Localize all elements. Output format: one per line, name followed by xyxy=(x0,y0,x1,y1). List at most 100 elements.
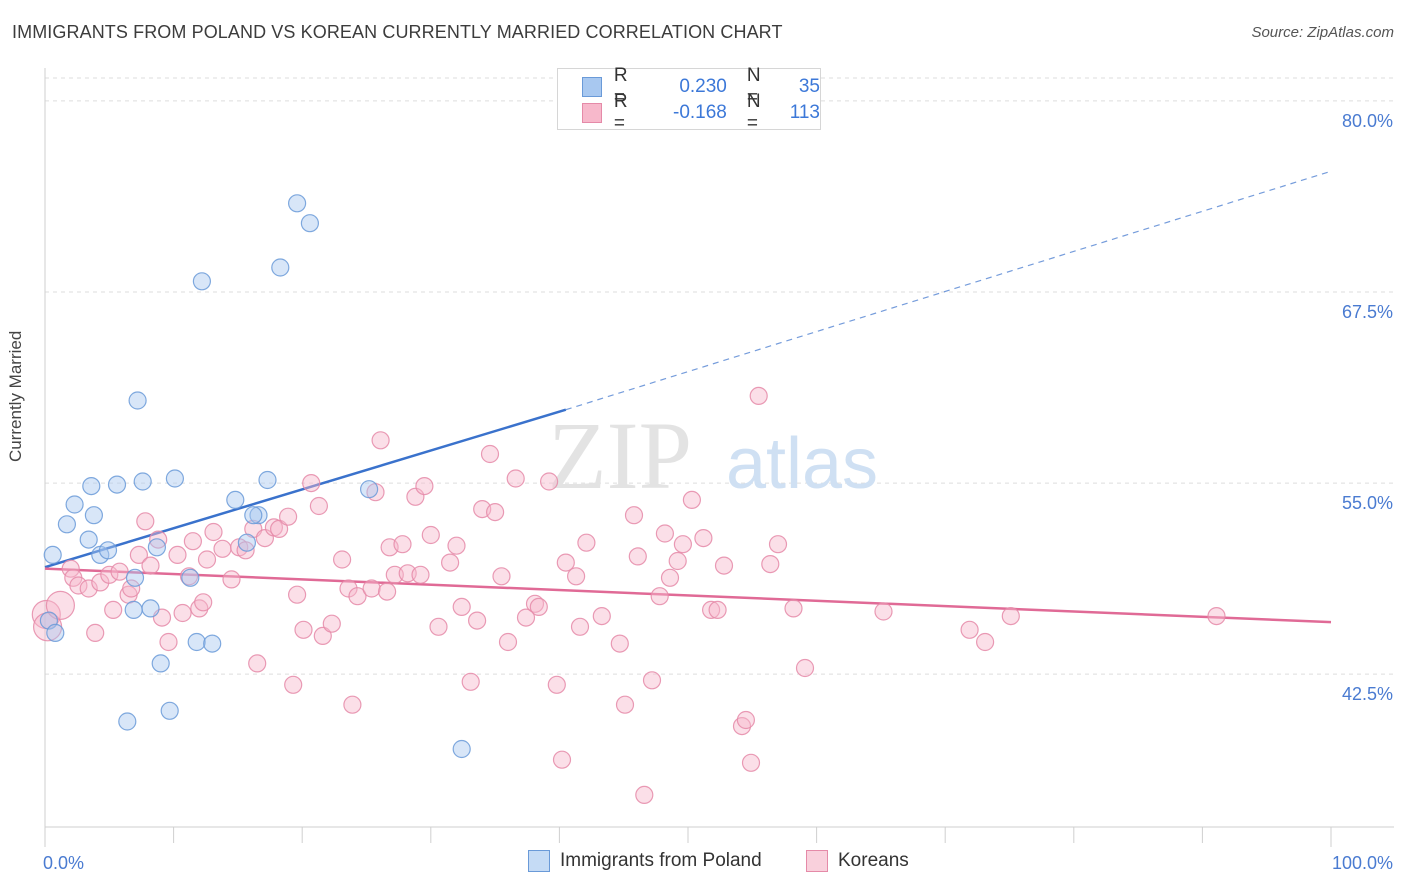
point-koreans xyxy=(682,490,702,509)
point-poland xyxy=(181,568,200,587)
point-poland xyxy=(452,739,471,759)
point-poland xyxy=(79,530,98,549)
point-poland xyxy=(300,214,319,233)
point-koreans xyxy=(660,568,680,587)
trend-line-koreans xyxy=(44,567,1332,624)
point-koreans xyxy=(468,611,487,630)
point-poland xyxy=(57,515,77,534)
point-poland xyxy=(118,712,137,731)
point-koreans xyxy=(547,675,566,694)
point-koreans xyxy=(761,554,780,574)
x-tick-label-min: 0.0% xyxy=(43,853,85,873)
legend-label-koreans: Koreans xyxy=(838,850,909,871)
point-poland xyxy=(128,391,147,410)
point-koreans xyxy=(480,444,500,464)
legend-r-value: -0.168 xyxy=(673,102,727,123)
point-koreans xyxy=(441,553,460,572)
legend-item-koreans[interactable]: Koreans xyxy=(806,850,909,872)
legend-swatch-koreans xyxy=(582,103,602,123)
point-poland xyxy=(46,623,65,643)
point-koreans xyxy=(492,567,511,586)
point-koreans xyxy=(270,519,289,539)
point-poland xyxy=(192,272,211,291)
point-poland xyxy=(226,490,245,509)
point-poland xyxy=(84,506,104,525)
point-koreans xyxy=(411,565,430,584)
point-koreans xyxy=(552,750,572,769)
point-koreans xyxy=(173,603,192,623)
point-koreans xyxy=(1001,606,1020,626)
legend-row-poland: R = 0.230 N = 35 xyxy=(582,65,820,108)
point-koreans xyxy=(302,474,321,493)
point-koreans xyxy=(69,576,88,595)
legend-n-label: N = xyxy=(746,91,761,134)
watermark-atlas: atlas xyxy=(726,424,878,504)
point-koreans xyxy=(635,785,654,805)
point-koreans xyxy=(222,570,241,589)
legend-r-label: R = xyxy=(613,65,628,108)
legend-n-value: 35 xyxy=(798,76,820,97)
y-tick-label: 55.0% xyxy=(1342,493,1393,513)
point-poland xyxy=(258,470,277,490)
point-koreans xyxy=(655,524,675,543)
point-koreans xyxy=(309,496,328,516)
point-koreans xyxy=(100,565,119,584)
point-poland xyxy=(165,469,184,488)
point-koreans xyxy=(236,541,255,560)
axes xyxy=(44,68,1394,847)
point-koreans xyxy=(960,620,979,639)
point-koreans xyxy=(570,617,590,636)
point-poland xyxy=(244,506,263,525)
point-poland xyxy=(151,654,170,673)
point-koreans xyxy=(362,579,381,598)
legend-r-value: 0.230 xyxy=(679,76,727,97)
x-tick-label-max: 100.0% xyxy=(1331,853,1393,873)
point-poland xyxy=(237,533,256,552)
point-koreans xyxy=(159,632,178,652)
legend-r-label: R = xyxy=(613,91,628,134)
y-tick-labels: 80.0% 67.5% 55.0% 42.5% xyxy=(1342,111,1393,704)
point-koreans xyxy=(650,587,669,606)
source-credit: Source: ZipAtlas.com xyxy=(1251,24,1394,41)
point-koreans xyxy=(204,522,223,542)
point-koreans xyxy=(741,753,761,772)
point-koreans xyxy=(213,539,232,558)
point-koreans xyxy=(104,600,123,620)
legend-swatch-poland xyxy=(528,850,550,872)
point-poland xyxy=(98,541,118,560)
point-koreans xyxy=(194,593,213,612)
legend-swatch-poland xyxy=(582,77,602,97)
point-poland xyxy=(360,480,379,499)
grid-lines xyxy=(45,77,1394,675)
point-koreans xyxy=(294,620,313,639)
point-koreans xyxy=(673,535,693,554)
point-koreans xyxy=(371,431,390,450)
point-koreans xyxy=(452,597,471,617)
legend-n-label: N = xyxy=(746,65,761,108)
trend-line-poland xyxy=(44,408,567,569)
point-koreans xyxy=(461,672,480,691)
point-koreans xyxy=(498,632,518,652)
point-poland xyxy=(203,634,222,653)
data-points xyxy=(31,194,1226,805)
legend-item-poland[interactable]: Immigrants from Poland xyxy=(528,850,762,872)
point-koreans xyxy=(313,626,332,646)
legend-n-value: 113 xyxy=(789,102,820,123)
point-koreans xyxy=(975,632,995,652)
point-koreans xyxy=(129,545,148,565)
point-koreans xyxy=(628,547,647,566)
point-koreans xyxy=(322,614,341,633)
series-legend: Immigrants from Poland Koreans xyxy=(0,850,1406,878)
point-koreans xyxy=(701,600,721,620)
point-poland xyxy=(249,506,268,525)
point-koreans xyxy=(110,562,129,581)
point-poland xyxy=(65,495,84,514)
y-tick-label: 67.5% xyxy=(1342,302,1393,322)
point-koreans xyxy=(197,550,217,569)
point-poland xyxy=(288,194,307,213)
legend-swatch-koreans xyxy=(806,850,828,872)
point-koreans xyxy=(624,506,644,525)
point-koreans xyxy=(183,532,202,551)
point-poland xyxy=(147,538,166,557)
